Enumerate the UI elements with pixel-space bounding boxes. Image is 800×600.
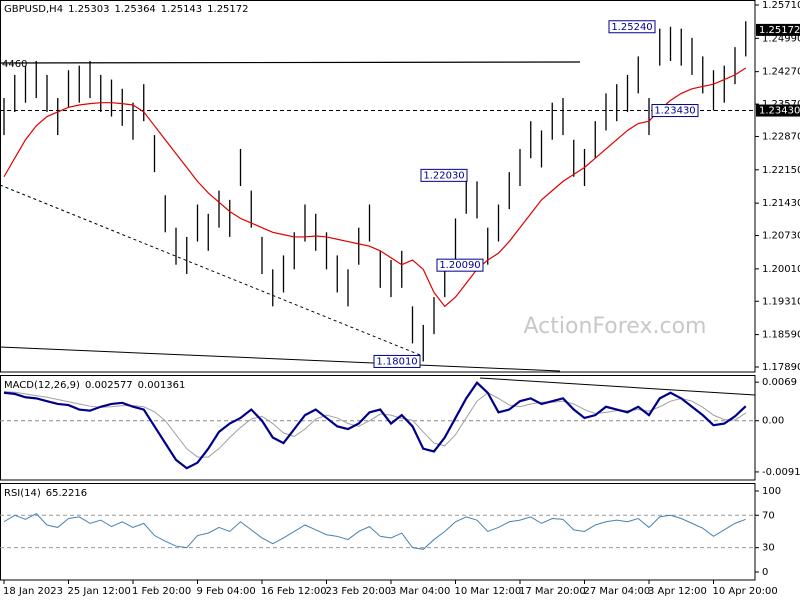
- header-value: 0.001361: [138, 380, 186, 391]
- annotation-label: 1.18010: [376, 356, 417, 367]
- y-tick-label: 0.00: [762, 416, 784, 427]
- y-tick-label: 1.20730: [762, 231, 800, 242]
- rsi-panel: [0, 483, 756, 581]
- header-value: 0.002577: [85, 380, 133, 391]
- x-tick-label: 23 Feb 20:00: [326, 586, 392, 597]
- moving-average: [3, 67, 747, 308]
- header-value: RSI(14): [4, 488, 41, 499]
- rsi-line: [3, 513, 746, 550]
- macd-line: [3, 381, 747, 470]
- y-tick-label: 1.17890: [762, 362, 800, 373]
- price-panel: [0, 0, 756, 373]
- x-tick-label: 27 Mar 04:00: [584, 586, 651, 597]
- x-tick-label: 18 Jan 2023: [3, 586, 63, 597]
- annotation-label: 1.22030: [423, 170, 464, 181]
- y-tick-label: 1.20010: [762, 264, 800, 275]
- x-tick-label: 25 Jan 12:00: [68, 586, 131, 597]
- panel-header: MACD(12,26,9) 0.002577 0.001361: [4, 380, 185, 391]
- annotation-label: 1.25240: [611, 22, 652, 33]
- x-tick-label: 16 Feb 12:00: [261, 586, 327, 597]
- panel-header: GBPUSD,H4 1.25303 1.25364 1.25143 1.25172: [4, 4, 249, 15]
- annotation-box: [420, 168, 468, 182]
- x-tick-label: 17 Mar 20:00: [519, 586, 586, 597]
- price-axis-box: [756, 23, 800, 36]
- level-axis-box: [756, 104, 800, 117]
- y-tick-label: 1.24270: [762, 67, 800, 78]
- support-line: [0, 346, 561, 372]
- header-value: 65.2216: [46, 488, 87, 499]
- x-tick-label: 3 Apr 12:00: [648, 586, 707, 597]
- y-tick-label: 1.22150: [762, 165, 800, 176]
- x-tick-label: 10 Apr 20:00: [713, 586, 778, 597]
- y-tick-label: 70: [762, 510, 775, 521]
- y-tick-label: 1.18590: [762, 330, 800, 341]
- header-value: 1.25172: [207, 4, 248, 15]
- left-label: 4460: [2, 59, 27, 70]
- panel-header: RSI(14) 65.2216: [4, 488, 87, 499]
- resistance-line: [0, 61, 581, 64]
- macd-panel: [0, 375, 756, 481]
- annotation-label: 1.20090: [439, 260, 480, 271]
- annotation-box: [373, 354, 421, 368]
- annotation-box: [608, 20, 656, 34]
- y-tick-label: 0.0069: [762, 377, 797, 388]
- y-tick-label: 0: [762, 567, 768, 578]
- level-axis-label: 1.23430: [759, 106, 800, 117]
- y-tick-label: 30: [762, 543, 775, 554]
- y-tick-label: 1.25710: [762, 0, 800, 11]
- y-tick-label: -0.009158: [762, 467, 800, 478]
- y-tick-label: 1.22870: [762, 131, 800, 142]
- y-tick-label: 1.21430: [762, 198, 800, 209]
- y-tick-label: 1.24990: [762, 33, 800, 44]
- x-tick-label: 1 Feb 20:00: [132, 586, 191, 597]
- annotation-box: [651, 104, 699, 118]
- header-value: GBPUSD,H4: [4, 4, 63, 15]
- x-tick-label: 9 Feb 04:00: [197, 586, 256, 597]
- header-value: MACD(12,26,9): [4, 380, 80, 391]
- header-value: 1.25364: [114, 4, 155, 15]
- y-tick-label: 1.19310: [762, 296, 800, 307]
- annotation-box: [436, 258, 484, 272]
- price-axis-label: 1.25172: [759, 25, 800, 36]
- header-value: 1.25143: [161, 4, 202, 15]
- macd-trend-line: [479, 377, 756, 396]
- x-tick-label: 3 Mar 04:00: [390, 586, 450, 597]
- x-tick-label: 10 Mar 12:00: [455, 586, 522, 597]
- header-value: 1.25303: [68, 4, 109, 15]
- annotation-label: 1.23430: [654, 106, 695, 117]
- watermark: ActionForex.com: [524, 314, 707, 339]
- y-tick-label: 100: [762, 486, 781, 497]
